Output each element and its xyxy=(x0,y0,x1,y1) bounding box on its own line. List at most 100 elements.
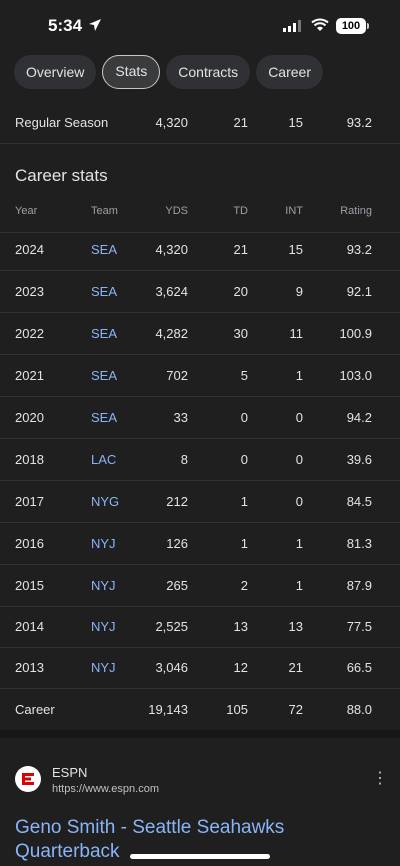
cellular-signal-icon xyxy=(283,20,301,32)
row-year: 2017 xyxy=(15,494,44,509)
season-label: Regular Season xyxy=(15,115,109,130)
row-year: 2015 xyxy=(15,578,44,593)
clock: 5:34 xyxy=(48,16,83,35)
row-td: 13 xyxy=(233,619,248,634)
row-team-link[interactable]: SEA xyxy=(91,410,118,425)
table-row: 2021 SEA 702 5 1 103.0 xyxy=(0,355,400,397)
career-total-row: Career 19,143 105 72 88.0 xyxy=(0,689,400,730)
season-int: 15 xyxy=(288,115,303,130)
result-source-url[interactable]: https://www.espn.com xyxy=(52,783,159,795)
row-team-link[interactable]: NYJ xyxy=(91,660,116,675)
row-yds: 8 xyxy=(180,452,188,467)
row-team-link[interactable]: SEA xyxy=(91,242,118,257)
row-year: 2013 xyxy=(15,660,44,675)
row-td: 20 xyxy=(233,284,248,299)
row-team-link[interactable]: SEA xyxy=(91,284,118,299)
row-td: 2 xyxy=(240,578,248,593)
regular-season-row: Regular Season 4,320 21 15 93.2 xyxy=(0,102,400,144)
row-td: 5 xyxy=(240,368,248,383)
table-row: 2018 LAC 8 0 0 39.6 xyxy=(0,439,400,481)
result-source-name[interactable]: ESPN xyxy=(52,765,88,780)
row-int: 0 xyxy=(295,410,303,425)
row-int: 9 xyxy=(295,284,303,299)
row-int: 0 xyxy=(295,452,303,467)
season-td: 21 xyxy=(233,115,248,130)
wifi-icon xyxy=(311,18,329,31)
row-int: 11 xyxy=(289,326,304,341)
row-int: 1 xyxy=(295,368,303,383)
row-year: 2014 xyxy=(15,619,44,634)
row-rating: 87.9 xyxy=(346,578,372,593)
header-yds: YDS xyxy=(165,205,188,217)
row-team-link[interactable]: SEA xyxy=(91,326,118,341)
row-td: 30 xyxy=(233,326,248,341)
battery-tip xyxy=(367,23,369,29)
result-title-link[interactable]: Geno Smith - Seattle Seahawks Quarterbac… xyxy=(15,817,285,862)
header-year: Year xyxy=(15,205,38,217)
row-rating: 84.5 xyxy=(346,494,372,509)
row-td: 21 xyxy=(233,242,248,257)
row-yds: 3,624 xyxy=(155,284,188,299)
table-row: 2015 NYJ 265 2 1 87.9 xyxy=(0,565,400,607)
row-td: 0 xyxy=(240,410,248,425)
stats-tabs: Overview Stats Contracts Career xyxy=(14,55,323,89)
row-rating: 103.0 xyxy=(339,368,372,383)
espn-logo-icon[interactable] xyxy=(15,766,41,792)
row-td: 0 xyxy=(240,452,248,467)
row-year: 2020 xyxy=(15,410,44,425)
row-yds: 4,320 xyxy=(155,242,188,257)
row-rating: 81.3 xyxy=(346,536,372,551)
row-team-link[interactable]: SEA xyxy=(91,368,118,383)
row-year: 2024 xyxy=(15,242,44,257)
season-yds: 4,320 xyxy=(155,115,188,130)
row-rating: 94.2 xyxy=(346,410,372,425)
table-header: Year Team YDS TD INT Rating xyxy=(0,191,400,233)
row-td: 12 xyxy=(233,660,248,675)
row-int: 13 xyxy=(288,619,303,634)
row-rating: 77.5 xyxy=(346,619,372,634)
tab-stats[interactable]: Stats xyxy=(102,55,161,89)
table-row: 2024 SEA 4,320 21 15 93.2 xyxy=(0,229,400,271)
row-year: 2018 xyxy=(15,452,44,467)
row-td: 1 xyxy=(240,536,248,551)
row-year: 2023 xyxy=(15,284,44,299)
row-yds: 126 xyxy=(166,536,188,551)
table-row: 2020 SEA 33 0 0 94.2 xyxy=(0,397,400,439)
table-row: 2014 NYJ 2,525 13 13 77.5 xyxy=(0,606,400,648)
section-title: Career stats xyxy=(15,166,108,185)
tab-career[interactable]: Career xyxy=(256,55,323,89)
row-team-link[interactable]: NYG xyxy=(91,494,120,509)
row-yds: 212 xyxy=(166,494,188,509)
row-yds: 4,282 xyxy=(155,326,188,341)
career-int: 72 xyxy=(288,702,303,717)
table-row: 2013 NYJ 3,046 12 21 66.5 xyxy=(0,647,400,689)
battery-icon: 100 xyxy=(336,18,366,34)
row-team-link[interactable]: NYJ xyxy=(91,619,116,634)
table-row: 2016 NYJ 126 1 1 81.3 xyxy=(0,523,400,565)
career-label: Career xyxy=(15,702,55,717)
header-int: INT xyxy=(285,205,303,217)
row-int: 0 xyxy=(295,494,303,509)
row-team-link[interactable]: NYJ xyxy=(91,578,116,593)
row-rating: 92.1 xyxy=(346,284,372,299)
row-team-link[interactable]: NYJ xyxy=(91,536,116,551)
row-year: 2016 xyxy=(15,536,44,551)
row-int: 1 xyxy=(295,578,303,593)
header-td: TD xyxy=(233,205,248,217)
row-int: 21 xyxy=(288,660,303,675)
more-options-icon[interactable]: ⋮ xyxy=(372,770,388,787)
section-divider xyxy=(0,730,400,738)
row-yds: 33 xyxy=(173,410,188,425)
tab-overview[interactable]: Overview xyxy=(14,55,97,89)
table-row: 2017 NYG 212 1 0 84.5 xyxy=(0,481,400,523)
tab-contracts[interactable]: Contracts xyxy=(166,55,251,89)
row-team-link[interactable]: LAC xyxy=(91,452,117,467)
home-indicator[interactable] xyxy=(130,854,270,859)
row-yds: 702 xyxy=(166,368,188,383)
career-yds: 19,143 xyxy=(148,702,188,717)
row-yds: 3,046 xyxy=(155,660,188,675)
row-rating: 66.5 xyxy=(346,660,372,675)
row-rating: 100.9 xyxy=(339,326,372,341)
header-rating: Rating xyxy=(340,205,372,217)
row-yds: 265 xyxy=(166,578,188,593)
